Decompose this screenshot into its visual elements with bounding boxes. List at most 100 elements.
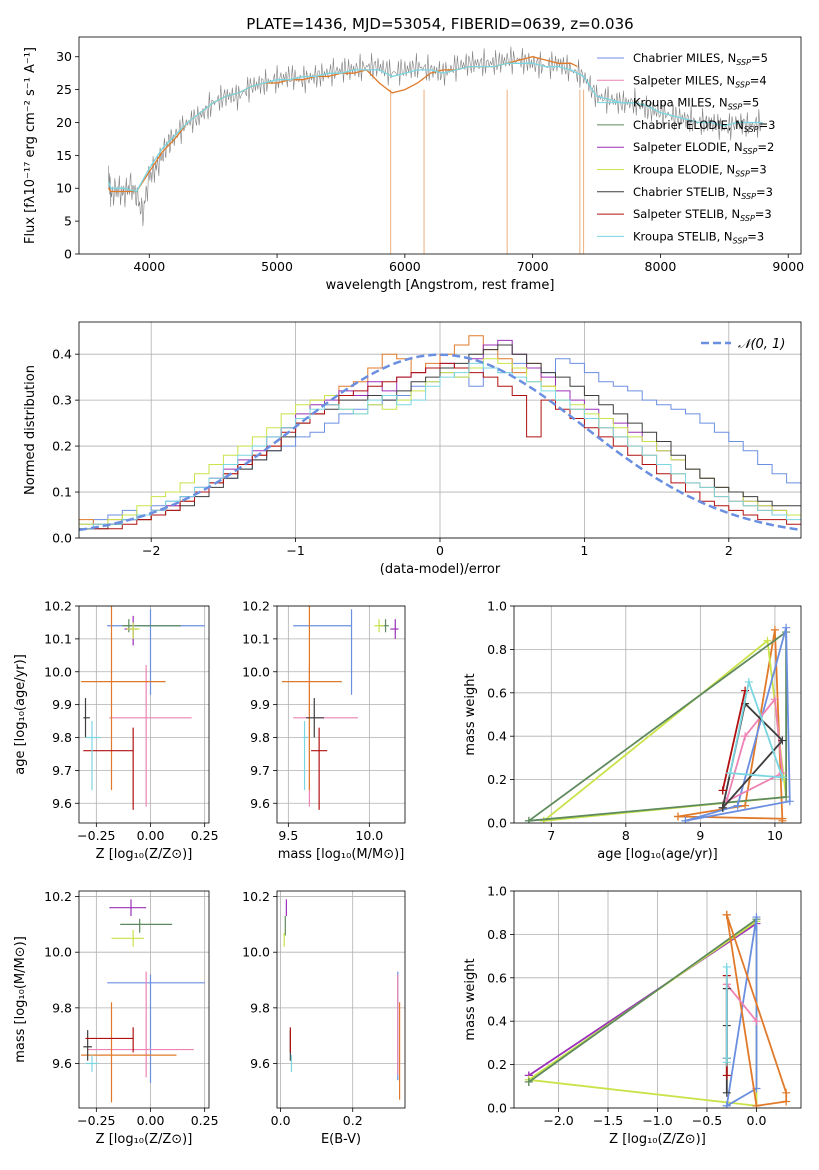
spectrum-lines [107,46,763,254]
x-axis-label: Z [log₁₀(Z/Z⊙)] [96,847,193,862]
x-tick-label: 2 [725,543,733,558]
weight-lines [524,910,791,1108]
y-tick-label: 0.8 [487,927,507,942]
error-bar-point [302,721,308,791]
x-tick-label: 9 [696,828,704,843]
mass-weight-vs-age-frame [513,605,802,824]
x-tick-label: 1 [580,543,588,558]
error-bar-point [107,974,205,1083]
axes-age-vs-mass: 9.5 10.0 9.6 9.7 9.8 9.9 10.0 10.1 10.2 mass [log… [242,599,405,862]
legend-label: 𝒩(0, 1) [738,337,785,352]
gridlines [79,605,209,823]
age-vs-mass-frame [276,605,406,824]
axes-mass-weight-vs-age: 7 8 9 10 0.0 0.2 0.4 0.6 0.8 1.0 age [log₁₀(age/yr… [463,599,801,862]
weight-line [528,919,758,1107]
y-tick-label: 9.8 [52,730,72,745]
weight-marker [770,625,779,634]
y-tick-label: 1.0 [487,599,507,614]
figure-title: PLATE=1436, MJD=53054, FIBERID=0639, z=0… [246,15,633,33]
y-tick-label: 10 [56,181,72,196]
y-tick-label: 0 [64,247,72,262]
gridlines [277,891,405,1108]
x-tick-label: 0 [436,543,444,558]
y-axis-label: mass weight [463,958,478,1040]
error-bars [283,899,401,1100]
y-tick-label: 10.0 [242,664,270,679]
legend-label: Kroupa ELODIE, NSSP=3 [633,163,767,179]
weight-marker [733,801,742,810]
x-tick-label: 10.0 [355,828,383,843]
y-axis-label: mass [log₁₀(M/M⊙)] [13,936,28,1063]
y-tick-label: 0.0 [487,1101,507,1116]
error-bar-point [87,971,194,1078]
mass-weight-vs-Z-frame [513,890,802,1109]
error-bar-point [83,727,134,810]
x-tick-label: −1 [286,543,304,558]
x-axis-label: Z [log₁₀(Z/Z⊙)] [609,1132,706,1147]
error-bar-point [81,1002,177,1103]
y-tick-label: 9.6 [52,1056,72,1071]
x-tick-label: 0.25 [191,1113,219,1128]
axes-mass-vs-EBV: 0.0 0.2 9.6 9.8 10.0 10.2 E(B-V) [242,889,405,1147]
y-tick-label: 10.1 [44,631,72,646]
y-tick-label: 0.2 [487,772,507,787]
axes-mass-weight-vs-Z: −2.0 −1.5 −1.0 −0.5 0.0 0.0 0.2 0.4 0.6 0.8 1.0 Z [… [463,884,801,1147]
weight-marker [782,792,791,801]
weight-line [729,678,784,779]
error-bar-point [390,619,399,639]
x-tick-label: −1.5 [593,1113,623,1128]
y-tick-label: 0.0 [52,531,72,546]
x-tick-label: 0.00 [137,1113,165,1128]
y-tick-label: 9.9 [250,697,270,712]
error-bar-point [85,1055,99,1072]
weight-marker [722,962,731,971]
y-tick-label: 5 [64,214,72,229]
y-tick-label: 10.2 [44,599,72,614]
error-bar-point [124,615,138,646]
y-tick-label: 0.1 [52,485,72,500]
y-tick-label: 0.6 [487,685,507,700]
x-tick-label: 7000 [517,259,549,274]
axes-age-vs-Z: −0.25 0.00 0.25 9.6 9.7 9.8 9.9 10.0 10.1 10.2 Z [… [13,599,219,863]
weight-marker [785,797,794,806]
weight-marker [722,1054,731,1063]
error-bar-point [81,606,166,791]
x-axis-label: E(B-V) [321,1132,361,1147]
plots-layer: 4000 5000 6000 7000 8000 9000051015202530wave… [13,36,804,1147]
histograms [79,335,801,538]
x-tick-label: 9.5 [278,828,298,843]
axes-residual-distribution: −2 −1 0 1 2 0.0 0.1 0.2 0.3 0.4 (data-model)/error… [23,322,801,577]
x-tick-label: 4000 [133,259,165,274]
gridlines [514,605,801,824]
weight-line [528,630,787,822]
y-tick-label: 10.2 [44,889,72,904]
mass-vs-Z-frame [78,890,210,1109]
x-axis-label: mass [log₁₀(M/M⊙)] [278,847,405,862]
y-tick-label: 0.8 [487,642,507,657]
x-tick-label: 0.00 [137,828,165,843]
y-tick-label: 20 [56,115,72,130]
error-bars [81,606,205,810]
weight-marker [744,677,753,686]
y-axis-label: mass weight [463,673,478,755]
y-tick-label: 10.0 [44,945,72,960]
y-tick-label: 0.2 [487,1057,507,1072]
y-tick-label: 10.1 [242,631,270,646]
y-tick-label: 0.3 [52,393,72,408]
error-bar-point [311,727,328,810]
weight-marker [752,913,761,922]
error-bar-point [374,619,384,633]
legend-label: Salpeter STELIB, NSSP=3 [633,207,772,223]
weight-marker [718,786,727,795]
y-axis-label: age [log₁₀(age/yr)] [13,654,28,775]
error-bars [81,899,205,1103]
error-bar-point [306,698,324,738]
x-tick-label: 9000 [772,259,804,274]
legend-label: Salpeter MILES, NSSP=4 [633,73,767,89]
error-bar-point [122,619,181,633]
x-tick-label: 8 [622,828,630,843]
axes-spectrum: 4000 5000 6000 7000 8000 9000 0 5 10 15 20 25 30 wave… [23,46,804,293]
x-tick-label: −2 [142,543,160,558]
error-bar-point [293,665,359,807]
legend-label: Kroupa STELIB, NSSP=3 [633,229,764,245]
